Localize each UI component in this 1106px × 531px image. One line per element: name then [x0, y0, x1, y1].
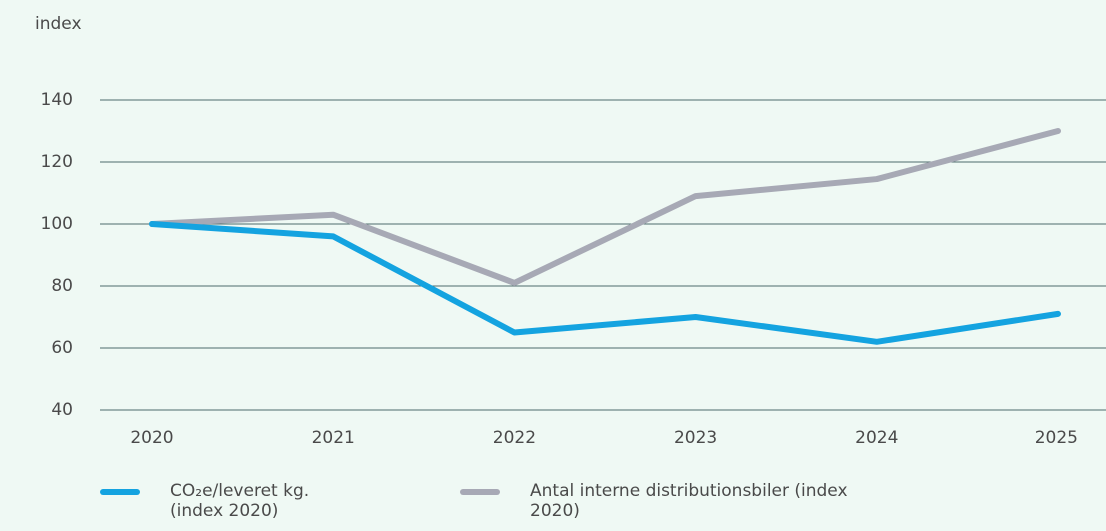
y-tick-label: 60: [51, 338, 73, 358]
y-tick-label: 100: [41, 214, 73, 234]
y-axis-label: index: [35, 14, 82, 34]
x-tick-label: 2021: [312, 428, 355, 448]
x-tick-label: 2024: [855, 428, 898, 448]
legend: CO₂e/leveret kg. (index 2020) Antal inter…: [100, 481, 850, 521]
x-tick-label: 2023: [674, 428, 717, 448]
x-tick-label: 2022: [493, 428, 536, 448]
legend-item: Antal interne distributionsbiler (index …: [460, 481, 850, 521]
x-tick-label: 2025: [1035, 428, 1078, 448]
legend-label: Antal interne distributionsbiler (index …: [530, 481, 848, 521]
y-tick-label: 140: [41, 90, 73, 110]
legend-swatch: [100, 489, 140, 495]
series-line: [149, 221, 1061, 345]
y-tick-label: 120: [41, 152, 73, 172]
y-tick-label: 40: [51, 400, 73, 420]
x-tick-label: 2020: [130, 428, 173, 448]
series-line: [149, 128, 1061, 286]
y-tick-label: 80: [51, 276, 73, 296]
legend-swatch: [460, 489, 500, 495]
legend-item: CO₂e/leveret kg. (index 2020): [100, 481, 460, 521]
plot: index 40 60 80 100 120 140 2020 2021 2022 2023 202…: [35, 14, 1106, 448]
legend-label: CO₂e/leveret kg. (index 2020): [170, 481, 310, 521]
